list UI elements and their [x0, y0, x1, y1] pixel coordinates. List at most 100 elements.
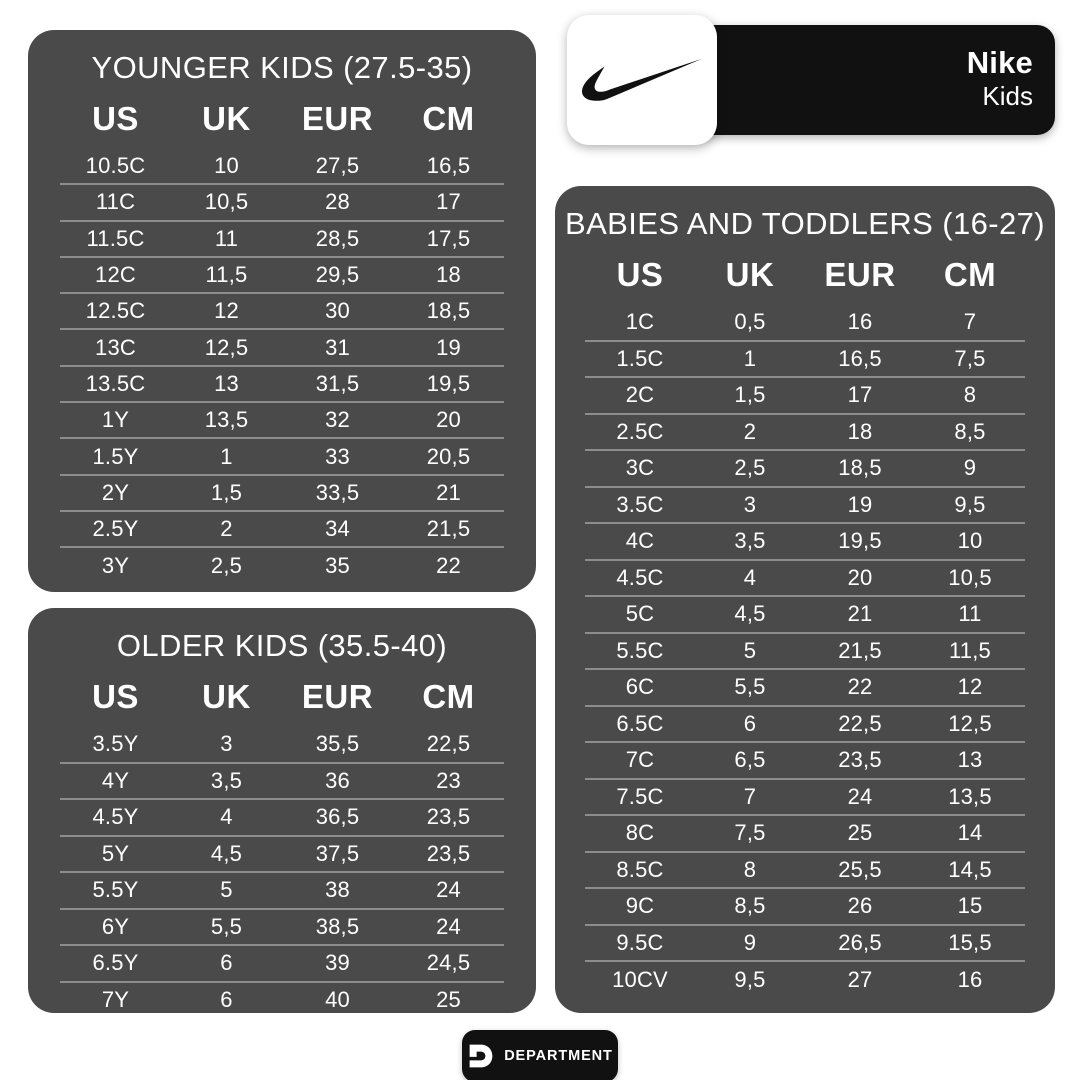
cell-cm: 8	[915, 377, 1025, 415]
cell-us: 5.5C	[585, 632, 695, 670]
cell-eur: 18	[805, 413, 915, 451]
size-table-card-younger-kids: YOUNGER KIDS (27.5-35) US UK EUR CM 10.5…	[28, 30, 536, 592]
cell-uk: 7,5	[695, 815, 805, 853]
cell-eur: 31	[282, 329, 393, 367]
cell-eur: 25	[805, 815, 915, 853]
cell-eur: 26	[805, 888, 915, 926]
cell-us: 2.5C	[585, 413, 695, 451]
table-row: 2.5Y 2 34 21,5	[60, 510, 504, 549]
cell-uk: 5,5	[171, 908, 282, 946]
cell-eur: 29,5	[282, 256, 393, 295]
table-row: 1.5Y 1 33 20,5	[60, 438, 504, 476]
table-head: US UK EUR CM	[60, 86, 504, 148]
table-row: 6Y 5,5 38,5 24	[60, 908, 504, 946]
cell-uk: 10,5	[171, 184, 282, 222]
department-d-icon	[467, 1042, 495, 1070]
table-row: 7Y 6 40 25	[60, 982, 504, 1019]
cell-cm: 19	[393, 329, 504, 367]
cell-cm: 16,5	[393, 148, 504, 186]
cell-uk: 6	[695, 705, 805, 743]
cell-us: 3C	[585, 450, 695, 488]
table-row: 3.5Y 3 35,5 22,5	[60, 726, 504, 764]
cell-eur: 18,5	[805, 450, 915, 488]
cell-us: 3.5Y	[60, 726, 171, 764]
table-row: 11.5C 11 28,5 17,5	[60, 220, 504, 258]
cell-eur: 28,5	[282, 220, 393, 258]
cell-us: 6.5Y	[60, 945, 171, 983]
cell-uk: 4	[695, 559, 805, 597]
table-wrapper-younger-kids: US UK EUR CM 10.5C 10 27,5 16,5 11C 10,5 28 17 1…	[28, 86, 536, 584]
cell-us: 12.5C	[60, 293, 171, 331]
cell-uk: 3	[171, 726, 282, 764]
cell-us: 1.5C	[585, 340, 695, 378]
cell-us: 7Y	[101, 987, 130, 1013]
cell-eur: 19,5	[805, 523, 915, 561]
cell-us: 6Y	[60, 908, 171, 946]
cell-uk: 9	[695, 924, 805, 962]
table-row: 6.5Y 6 39 24,5	[60, 945, 504, 983]
cell-us: 10.5C	[60, 148, 171, 186]
cell-eur: 35	[325, 552, 350, 578]
table-header-row: US UK EUR CM	[585, 242, 1025, 304]
cell-cm: 11	[915, 596, 1025, 634]
cell-eur: 36,5	[282, 799, 393, 837]
card-title-babies-toddlers: BABIES AND TODDLERS (16-27)	[565, 206, 1045, 241]
cell-uk: 1	[171, 438, 282, 476]
cell-cm: 22,5	[393, 726, 504, 764]
cell-cm: 23,5	[393, 835, 504, 873]
cell-cm: 10,5	[915, 559, 1025, 597]
cell-uk: 11	[171, 220, 282, 258]
cell-us: 3.5C	[585, 486, 695, 524]
cell-uk: 10	[171, 148, 282, 186]
cell-eur: 23,5	[805, 742, 915, 780]
table-row: 10CV 9,5 27 16	[585, 961, 1025, 998]
cell-eur: 19	[805, 486, 915, 524]
cell-us: 9C	[585, 888, 695, 926]
cell-us: 2.5Y	[60, 510, 171, 549]
cell-uk: 3,5	[171, 762, 282, 800]
cell-cm: 21	[393, 474, 504, 512]
cell-cm: 13,5	[915, 778, 1025, 816]
cell-cm: 10	[915, 523, 1025, 561]
table-row: 1.5C 1 16,5 7,5	[585, 340, 1025, 378]
brand-text-group: Nike Kids	[967, 46, 1033, 110]
cell-us: 7.5C	[585, 778, 695, 816]
table-row: 2Y 1,5 33,5 21	[60, 474, 504, 512]
cell-cm: 7	[915, 304, 1025, 342]
cell-cm: 24	[393, 908, 504, 946]
table-header-row: US UK EUR CM	[60, 86, 504, 148]
cell-cm: 9,5	[915, 486, 1025, 524]
table-row: 2C 1,5 17 8	[585, 377, 1025, 415]
cell-cm: 9	[915, 450, 1025, 488]
size-table-older-kids: US UK EUR CM 3.5Y 3 35,5 22,5 4Y 3,5 36 23 4.5Y 4…	[60, 664, 504, 1018]
table-row: 5.5C 5 21,5 11,5	[585, 632, 1025, 670]
table-row: 8.5C 8 25,5 14,5	[585, 851, 1025, 889]
cell-us: 8C	[585, 815, 695, 853]
nike-swoosh-icon	[582, 52, 702, 108]
cell-cm: 18	[393, 256, 504, 295]
cell-cm: 15,5	[915, 924, 1025, 962]
cell-eur: 33	[282, 438, 393, 476]
cell-eur: 26,5	[805, 924, 915, 962]
cell-eur: 31,5	[282, 365, 393, 404]
cell-us: 4Y	[60, 762, 171, 800]
department-badge: DEPARTMENT	[462, 1030, 618, 1080]
cell-eur: 21	[805, 596, 915, 634]
column-header-cm: CM	[943, 256, 997, 293]
cell-cm: 7,5	[915, 340, 1025, 378]
table-row: 4Y 3,5 36 23	[60, 762, 504, 800]
cell-us: 4C	[585, 523, 695, 561]
cell-cm: 17	[393, 184, 504, 222]
size-table-card-babies-toddlers: BABIES AND TODDLERS (16-27) US UK EUR CM…	[555, 186, 1055, 1013]
cell-cm: 21,5	[393, 510, 504, 549]
size-table-card-older-kids: OLDER KIDS (35.5-40) US UK EUR CM 3.5Y 3 3…	[28, 608, 536, 1013]
cell-uk: 3,5	[695, 523, 805, 561]
cell-cm: 15	[915, 888, 1025, 926]
cell-eur: 22	[805, 669, 915, 707]
brand-logo-tile	[567, 15, 717, 145]
cell-eur: 27,5	[282, 148, 393, 186]
table-row: 9C 8,5 26 15	[585, 888, 1025, 926]
cell-cm: 16	[957, 966, 983, 992]
cell-uk: 2	[695, 413, 805, 451]
cell-uk: 5	[171, 872, 282, 910]
